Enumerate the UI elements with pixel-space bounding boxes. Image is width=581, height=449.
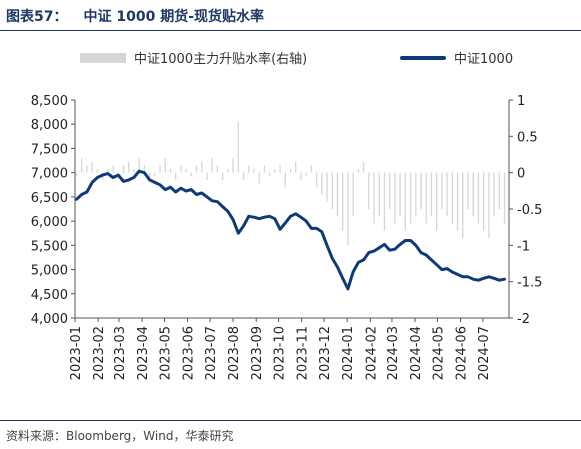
x-tick-label: 2024-06 xyxy=(455,326,470,380)
x-tick-label: 2024-03 xyxy=(386,326,401,380)
y-left-tick-label: 7,500 xyxy=(31,142,68,157)
legend-item-basis: 中证1000主力升贴水率(右轴) xyxy=(80,48,307,67)
y-left-tick-label: 5,500 xyxy=(31,239,68,254)
figure-label: 图表57： xyxy=(6,9,68,25)
x-tick-label: 2024-04 xyxy=(409,326,424,380)
y-left-tick-label: 4,000 xyxy=(31,312,68,327)
x-tick-label: 2023-12 xyxy=(318,326,333,380)
y-right-tick-label: -0.5 xyxy=(517,203,542,218)
x-tick-label: 2024-01 xyxy=(341,326,356,380)
index-line xyxy=(75,169,506,291)
x-tick-label: 2023-02 xyxy=(92,326,107,380)
y-left-tick-label: 6,000 xyxy=(31,215,68,230)
x-tick-label: 2023-08 xyxy=(227,326,242,380)
x-tick-label: 2023-09 xyxy=(250,326,265,380)
y-left-tick-label: 8,000 xyxy=(31,118,68,133)
y-left-tick-label: 6,500 xyxy=(31,191,68,206)
y-left-tick-label: 7,000 xyxy=(31,167,68,182)
legend-label-index: 中证1000 xyxy=(454,52,514,67)
x-tick-label: 2023-07 xyxy=(204,326,219,380)
y-right-tick-label: -1 xyxy=(517,239,530,254)
legend-swatch-bars xyxy=(80,52,126,63)
y-left-tick-label: 4,500 xyxy=(31,288,68,303)
y-right-tick-label: 0 xyxy=(517,167,525,182)
x-tick-label: 2024-02 xyxy=(364,326,379,380)
x-tick-label: 2023-04 xyxy=(136,326,151,380)
legend-item-index: 中证1000 xyxy=(400,48,513,67)
x-tick-label: 2023-03 xyxy=(113,326,128,380)
figure-title-text: 中证 1000 期货-现货贴水率 xyxy=(83,9,265,25)
figure-title: 图表57： 中证 1000 期货-现货贴水率 xyxy=(6,6,264,26)
x-tick-label: 2023-05 xyxy=(158,326,173,380)
y-right-tick-label: -2 xyxy=(517,312,530,327)
y-left-tick-label: 5,000 xyxy=(31,264,68,279)
legend-label-basis: 中证1000主力升贴水率(右轴) xyxy=(134,52,308,67)
source-note: 资料来源：Bloomberg，Wind，华泰研究 xyxy=(6,429,234,443)
y-right-tick-label: -1.5 xyxy=(517,276,542,291)
legend-swatch-line xyxy=(400,55,446,60)
x-tick-label: 2023-11 xyxy=(296,326,311,380)
y-right-tick-label: 0.5 xyxy=(517,130,538,145)
x-tick-label: 2023-06 xyxy=(182,326,197,380)
title-bar xyxy=(0,0,581,31)
y-left-tick-label: 8,500 xyxy=(31,94,68,109)
y-right-tick-label: 1 xyxy=(517,94,525,109)
source-divider xyxy=(0,420,581,421)
x-tick-label: 2023-10 xyxy=(273,326,288,380)
x-tick-label: 2024-07 xyxy=(477,326,492,380)
chart-canvas: 4,000 4,500 5,000 5,500 6,000 6,500 7,000 7,500… xyxy=(31,94,543,380)
x-tick-label: 2023-01 xyxy=(69,326,84,380)
x-tick-label: 2024-05 xyxy=(431,326,446,380)
